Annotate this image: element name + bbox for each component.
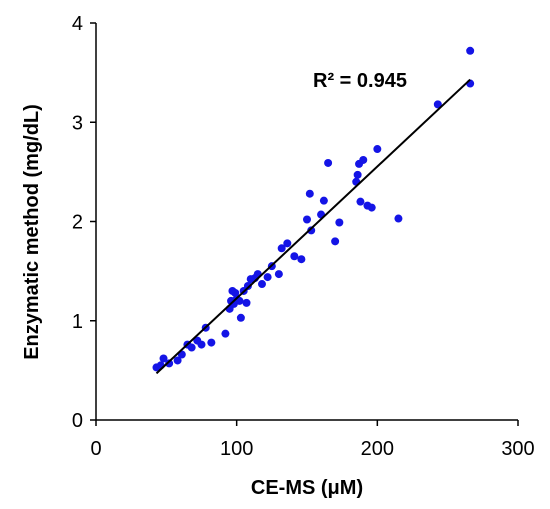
data-point (235, 296, 244, 305)
x-tick-label: 300 (501, 438, 534, 460)
data-point (263, 273, 272, 282)
data-point (165, 359, 174, 368)
data-point (283, 239, 292, 248)
y-tick-label: 1 (72, 311, 83, 333)
data-point (257, 280, 266, 289)
tick-group: 0 100 200 300 0 1 2 3 4 (72, 13, 535, 460)
y-tick-label: 2 (72, 212, 83, 234)
data-point (277, 244, 286, 253)
data-point (394, 214, 403, 223)
data-point (373, 145, 382, 154)
data-point (290, 252, 299, 261)
x-tick-label: 100 (220, 438, 253, 460)
data-point (359, 155, 368, 164)
data-point (331, 237, 340, 246)
data-point (221, 329, 230, 338)
data-point (236, 313, 245, 322)
data-point (197, 340, 206, 349)
data-point (274, 270, 283, 279)
y-axis-label: Enzymatic method (mg/dL) (21, 104, 43, 360)
data-point (173, 356, 182, 365)
data-point (356, 197, 365, 206)
data-point (319, 196, 328, 205)
x-tick-label: 200 (361, 438, 394, 460)
data-point (243, 282, 252, 291)
data-point (207, 338, 216, 347)
data-points (152, 46, 475, 372)
data-point (159, 354, 168, 363)
data-point (307, 226, 316, 235)
y-tick-label: 0 (72, 410, 83, 432)
data-point (367, 203, 376, 212)
data-point (187, 343, 196, 352)
r-squared-annotation: R² = 0.945 (313, 70, 407, 92)
y-tick-label: 4 (72, 13, 83, 35)
data-point (324, 158, 333, 167)
data-point (335, 218, 344, 227)
data-point (242, 298, 251, 307)
y-tick-label: 3 (72, 112, 83, 134)
data-point (433, 100, 442, 109)
x-tick-label: 0 (90, 438, 101, 460)
data-point (305, 189, 314, 198)
trendline (155, 78, 471, 375)
data-point (303, 215, 311, 224)
data-point (353, 170, 362, 179)
x-axis-label: CE-MS (μM) (251, 477, 363, 499)
data-point (297, 255, 306, 264)
data-point (466, 46, 475, 55)
